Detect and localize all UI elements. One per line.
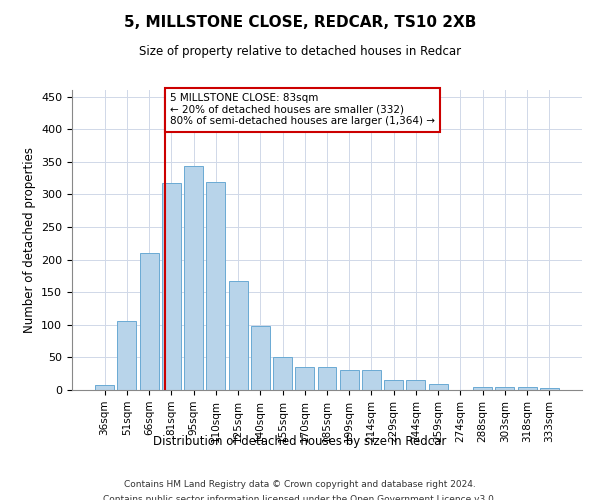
Text: 5, MILLSTONE CLOSE, REDCAR, TS10 2XB: 5, MILLSTONE CLOSE, REDCAR, TS10 2XB [124, 15, 476, 30]
Bar [429, 384, 448, 390]
Bar [317, 367, 337, 390]
Bar [162, 184, 181, 390]
Bar [140, 253, 158, 390]
Bar [206, 182, 225, 390]
Bar [340, 370, 359, 390]
Bar [362, 370, 381, 390]
Bar [473, 386, 492, 390]
Text: 5 MILLSTONE CLOSE: 83sqm
← 20% of detached houses are smaller (332)
80% of semi-: 5 MILLSTONE CLOSE: 83sqm ← 20% of detach… [170, 94, 435, 126]
Text: Contains public sector information licensed under the Open Government Licence v3: Contains public sector information licen… [103, 495, 497, 500]
Bar [496, 386, 514, 390]
Bar [384, 380, 403, 390]
Y-axis label: Number of detached properties: Number of detached properties [23, 147, 35, 333]
Bar [295, 367, 314, 390]
Text: Contains HM Land Registry data © Crown copyright and database right 2024.: Contains HM Land Registry data © Crown c… [124, 480, 476, 489]
Bar [273, 358, 292, 390]
Text: Distribution of detached houses by size in Redcar: Distribution of detached houses by size … [154, 435, 446, 448]
Bar [95, 386, 114, 390]
Bar [518, 386, 536, 390]
Bar [184, 166, 203, 390]
Bar [406, 380, 425, 390]
Bar [229, 281, 248, 390]
Text: Size of property relative to detached houses in Redcar: Size of property relative to detached ho… [139, 45, 461, 58]
Bar [540, 388, 559, 390]
Bar [118, 321, 136, 390]
Bar [251, 326, 270, 390]
